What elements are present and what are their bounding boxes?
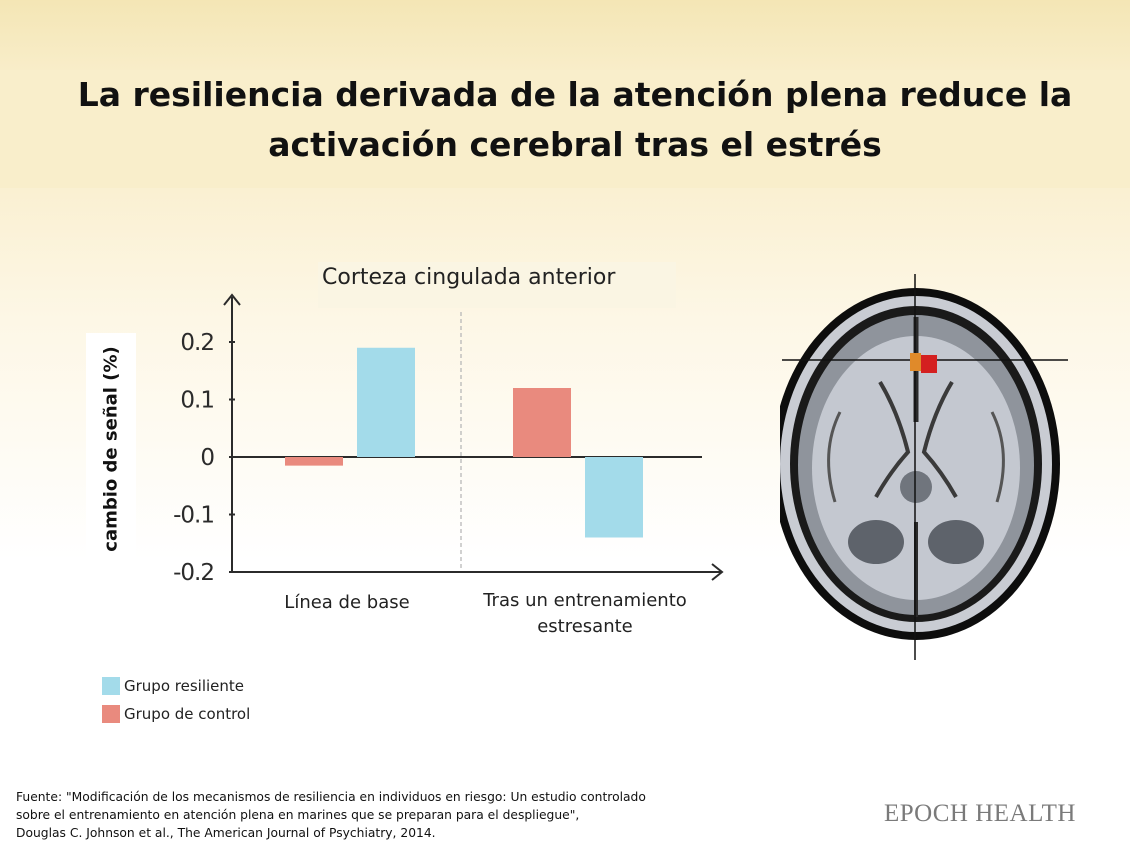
y-tick-label: 0 xyxy=(200,445,214,471)
sulcus-right xyxy=(990,411,1005,503)
bar-resilient-1 xyxy=(585,457,643,538)
bar-control-0 xyxy=(285,457,343,466)
bar-chart: 0.2 0.1 0 -0.1 -0.2 xyxy=(173,293,724,586)
source-citation: Fuente: "Modificación de los mecanismos … xyxy=(16,788,716,842)
chart-subtitle-box xyxy=(318,262,676,308)
title-line-1: La resiliencia derivada de la atención p… xyxy=(77,75,1073,114)
activation-spot-red xyxy=(921,355,937,373)
chart-subtitle: Corteza cingulada anterior xyxy=(322,265,616,290)
ventricle-right xyxy=(921,380,958,498)
y-tick-label: 0.2 xyxy=(180,330,214,356)
midbrain xyxy=(900,471,932,503)
y-axis-arrow xyxy=(223,293,241,306)
x-axis-arrow xyxy=(711,563,724,581)
chart-axes xyxy=(223,293,724,581)
legend-label-control: Grupo de control xyxy=(124,705,251,723)
bar-resilient-0 xyxy=(357,347,415,457)
y-tick-label: -0.1 xyxy=(173,503,214,529)
title-band xyxy=(0,70,1130,188)
category-label-baseline: Línea de base xyxy=(284,592,410,613)
category-label-after-training: Tras un entrenamiento estresante xyxy=(483,590,687,637)
chart-ticks: 0.2 0.1 0 -0.1 -0.2 xyxy=(173,330,235,586)
brand-logo: EPOCH HEALTH xyxy=(884,800,1076,827)
legend-swatch-control xyxy=(102,705,120,723)
brain-scan-image xyxy=(780,274,1068,660)
occipital-left xyxy=(848,520,904,564)
source-line-2: sobre el entrenamiento en atención plena… xyxy=(16,808,580,822)
sulcus-left xyxy=(827,411,842,503)
ventricle-left xyxy=(874,380,911,498)
title-line-2: activación cerebral tras el estrés xyxy=(268,125,882,164)
page-title: La resiliencia derivada de la atención p… xyxy=(60,70,1090,170)
y-axis-label-box xyxy=(86,333,136,565)
source-line-1: Fuente: "Modificación de los mecanismos … xyxy=(16,790,646,804)
chart-bars xyxy=(285,347,643,538)
y-tick-label: -0.2 xyxy=(173,560,214,586)
legend-swatch-resilient xyxy=(102,677,120,695)
bar-control-1 xyxy=(513,388,571,457)
y-tick-label: 0.1 xyxy=(180,388,214,414)
legend-item-control: Grupo de control xyxy=(102,705,250,723)
activation-spot-orange xyxy=(910,353,921,371)
legend-label-resilient: Grupo resiliente xyxy=(124,677,244,695)
occipital-right xyxy=(928,520,984,564)
source-line-3: Douglas C. Johnson et al., The American … xyxy=(16,826,436,840)
legend-item-resilient: Grupo resiliente xyxy=(102,677,244,695)
